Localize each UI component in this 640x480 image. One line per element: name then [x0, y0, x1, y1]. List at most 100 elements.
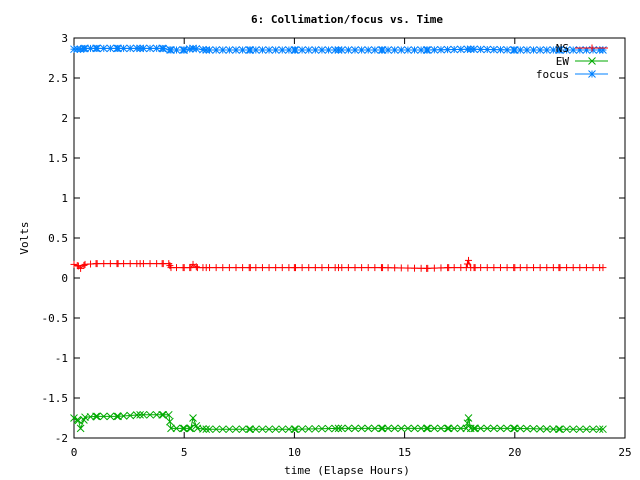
sample-marker: [298, 264, 306, 272]
sample-marker: [437, 264, 445, 272]
sample-marker: [543, 264, 551, 272]
sample-marker: [549, 46, 558, 54]
x-tick-label: 0: [71, 446, 78, 459]
sample-marker: [99, 44, 108, 53]
sample-marker: [490, 424, 498, 433]
sample-marker: [384, 264, 392, 272]
data-point: [378, 424, 387, 433]
legend-label: EW: [556, 55, 570, 68]
sample-marker: [166, 45, 174, 54]
sample-marker: [470, 264, 478, 272]
sample-marker: [93, 44, 101, 53]
sample-marker: [490, 45, 498, 54]
legend-marker: [588, 57, 596, 65]
sample-marker: [496, 45, 505, 54]
data-point: [444, 424, 453, 433]
sample-marker: [205, 46, 214, 54]
sample-marker: [397, 424, 406, 433]
sample-marker: [384, 424, 392, 433]
sample-marker: [338, 264, 346, 272]
sample-marker: [298, 425, 306, 433]
x-axis-label: time (Elapse Hours): [284, 464, 410, 477]
sample-marker: [536, 425, 544, 433]
sample-marker: [463, 45, 472, 54]
sample-marker: [344, 46, 353, 54]
sample-marker: [318, 264, 326, 272]
sample-marker: [106, 44, 115, 53]
sample-marker: [324, 424, 333, 433]
sample-marker: [291, 425, 300, 434]
sample-marker: [463, 419, 472, 428]
x-tick-label: 5: [181, 446, 188, 459]
sample-marker: [225, 46, 234, 54]
sample-marker: [106, 260, 114, 268]
series-NS: [70, 256, 607, 272]
sample-marker: [258, 264, 266, 272]
sample-marker: [285, 46, 293, 54]
sample-marker: [351, 46, 359, 54]
sample-marker: [456, 45, 465, 54]
sample-marker: [106, 412, 115, 421]
sample-marker: [133, 260, 141, 268]
sample-marker: [218, 46, 227, 54]
sample-marker: [582, 425, 591, 434]
sample-marker: [120, 260, 128, 268]
sample-marker: [166, 262, 174, 270]
sample-marker: [483, 45, 492, 54]
sample-marker: [529, 46, 538, 54]
sample-marker: [364, 264, 372, 272]
sample-marker: [411, 264, 419, 272]
sample-marker: [377, 264, 385, 272]
sample-marker: [258, 46, 267, 54]
sample-marker: [238, 425, 247, 434]
sample-marker: [113, 44, 121, 53]
series-focus: [70, 44, 607, 54]
legend-label: focus: [536, 68, 569, 81]
sample-marker: [159, 260, 167, 268]
sample-marker: [271, 46, 280, 54]
sample-marker: [304, 46, 313, 54]
legend-label: NS: [556, 42, 569, 55]
sample-marker: [265, 46, 273, 54]
sample-marker: [192, 44, 201, 53]
sample-marker: [450, 424, 459, 433]
sample-marker: [87, 260, 95, 268]
sample-marker: [404, 424, 412, 433]
sample-marker: [199, 45, 207, 54]
sample-marker: [291, 46, 300, 54]
sample-marker: [470, 45, 478, 54]
sample-marker: [132, 44, 141, 53]
sample-marker: [377, 424, 386, 433]
legend-marker: [588, 70, 596, 78]
sample-marker: [444, 264, 452, 272]
series-EW: [70, 410, 607, 434]
sample-marker: [423, 46, 432, 54]
sample-marker: [218, 425, 227, 434]
sample-marker: [370, 424, 379, 433]
sample-marker: [258, 425, 267, 434]
sample-marker: [185, 424, 194, 433]
sample-marker: [456, 424, 465, 433]
sample-marker: [542, 46, 551, 54]
y-tick-label: 2: [61, 112, 68, 125]
x-tick-label: 20: [508, 446, 521, 459]
sample-marker: [186, 264, 194, 272]
sample-marker: [152, 410, 161, 419]
sample-marker: [265, 425, 273, 434]
sample-marker: [483, 424, 492, 433]
sample-marker: [172, 264, 180, 272]
sample-marker: [536, 46, 544, 54]
sample-marker: [530, 264, 538, 272]
sample-marker: [152, 44, 161, 53]
data-point: [465, 256, 473, 264]
sample-marker: [371, 264, 379, 272]
sample-marker: [503, 46, 511, 54]
sample-marker: [238, 46, 247, 54]
sample-marker: [278, 46, 287, 54]
sample-marker: [251, 425, 260, 434]
sample-marker: [337, 424, 346, 433]
series-layer: [70, 44, 607, 434]
sample-marker: [86, 44, 95, 53]
sample-marker: [483, 264, 491, 272]
sample-marker: [470, 424, 478, 433]
